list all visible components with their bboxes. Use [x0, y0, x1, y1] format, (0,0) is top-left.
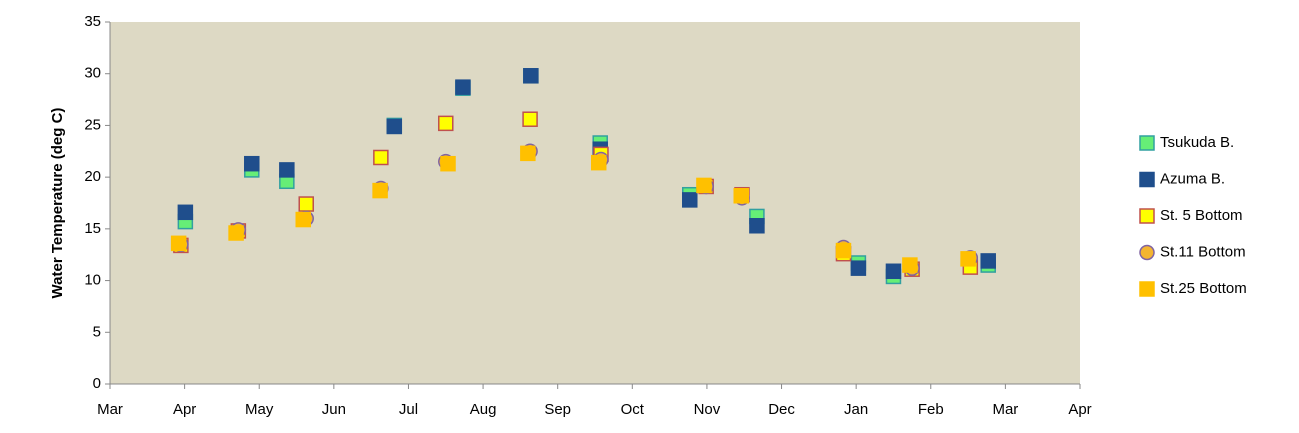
point — [440, 155, 456, 172]
point — [980, 253, 996, 269]
point — [298, 196, 314, 212]
point — [522, 111, 538, 127]
point — [733, 188, 749, 204]
legend-label: St.11 Bottom — [1160, 243, 1246, 260]
x-tick-label: Mar — [992, 401, 1018, 418]
point — [520, 145, 536, 162]
point — [850, 260, 867, 276]
point — [682, 192, 698, 208]
legend-swatch — [1139, 208, 1155, 224]
x-tick-label: Apr — [173, 401, 196, 418]
x-tick-label: Jun — [322, 401, 346, 418]
point — [372, 182, 388, 199]
legend-swatch — [1139, 135, 1155, 151]
y-tick-label: 15 — [84, 220, 101, 237]
x-tick-label: Nov — [694, 401, 721, 418]
y-tick-label: 5 — [93, 323, 101, 340]
point — [885, 263, 902, 280]
y-tick-label: 25 — [84, 116, 101, 133]
y-tick-label: 20 — [84, 168, 101, 185]
point — [835, 242, 852, 259]
y-axis-label: Water Temperature (deg C) — [49, 108, 66, 299]
x-tick-label: Mar — [97, 401, 123, 418]
point — [279, 162, 295, 178]
legend-label: St. 5 Bottom — [1160, 207, 1243, 224]
y-tick-label: 35 — [84, 13, 101, 30]
legend-swatch — [1139, 281, 1155, 297]
point — [295, 211, 312, 228]
point — [386, 118, 403, 135]
x-tick-label: Dec — [768, 401, 795, 418]
x-tick-label: Apr — [1068, 401, 1091, 418]
legend-swatch — [1139, 171, 1155, 188]
x-tick-label: Jul — [399, 401, 418, 418]
point — [438, 115, 454, 132]
x-tick-label: Aug — [470, 401, 497, 418]
point — [902, 257, 918, 273]
plot-area — [110, 22, 1080, 384]
legend-label: Tsukuda B. — [1160, 134, 1234, 151]
x-tick-label: Feb — [918, 401, 944, 418]
point — [749, 218, 765, 234]
point — [170, 235, 187, 252]
point — [455, 79, 471, 95]
x-tick-label: Jan — [844, 401, 868, 418]
legend-label: St.25 Bottom — [1160, 280, 1247, 297]
point — [696, 177, 712, 194]
x-tick-label: Oct — [621, 401, 645, 418]
point — [523, 68, 539, 84]
point — [228, 225, 244, 241]
legend-swatch — [1139, 244, 1155, 261]
y-tick-label: 10 — [84, 272, 101, 289]
x-tick-label: May — [245, 401, 274, 418]
y-tick-label: 0 — [93, 375, 101, 392]
point — [373, 149, 389, 166]
point — [960, 251, 976, 267]
point — [244, 155, 260, 172]
y-tick-label: 30 — [84, 65, 101, 82]
point — [177, 204, 194, 221]
point — [590, 154, 607, 171]
x-tick-label: Sep — [544, 401, 571, 418]
legend-label: Azuma B. — [1160, 170, 1225, 187]
